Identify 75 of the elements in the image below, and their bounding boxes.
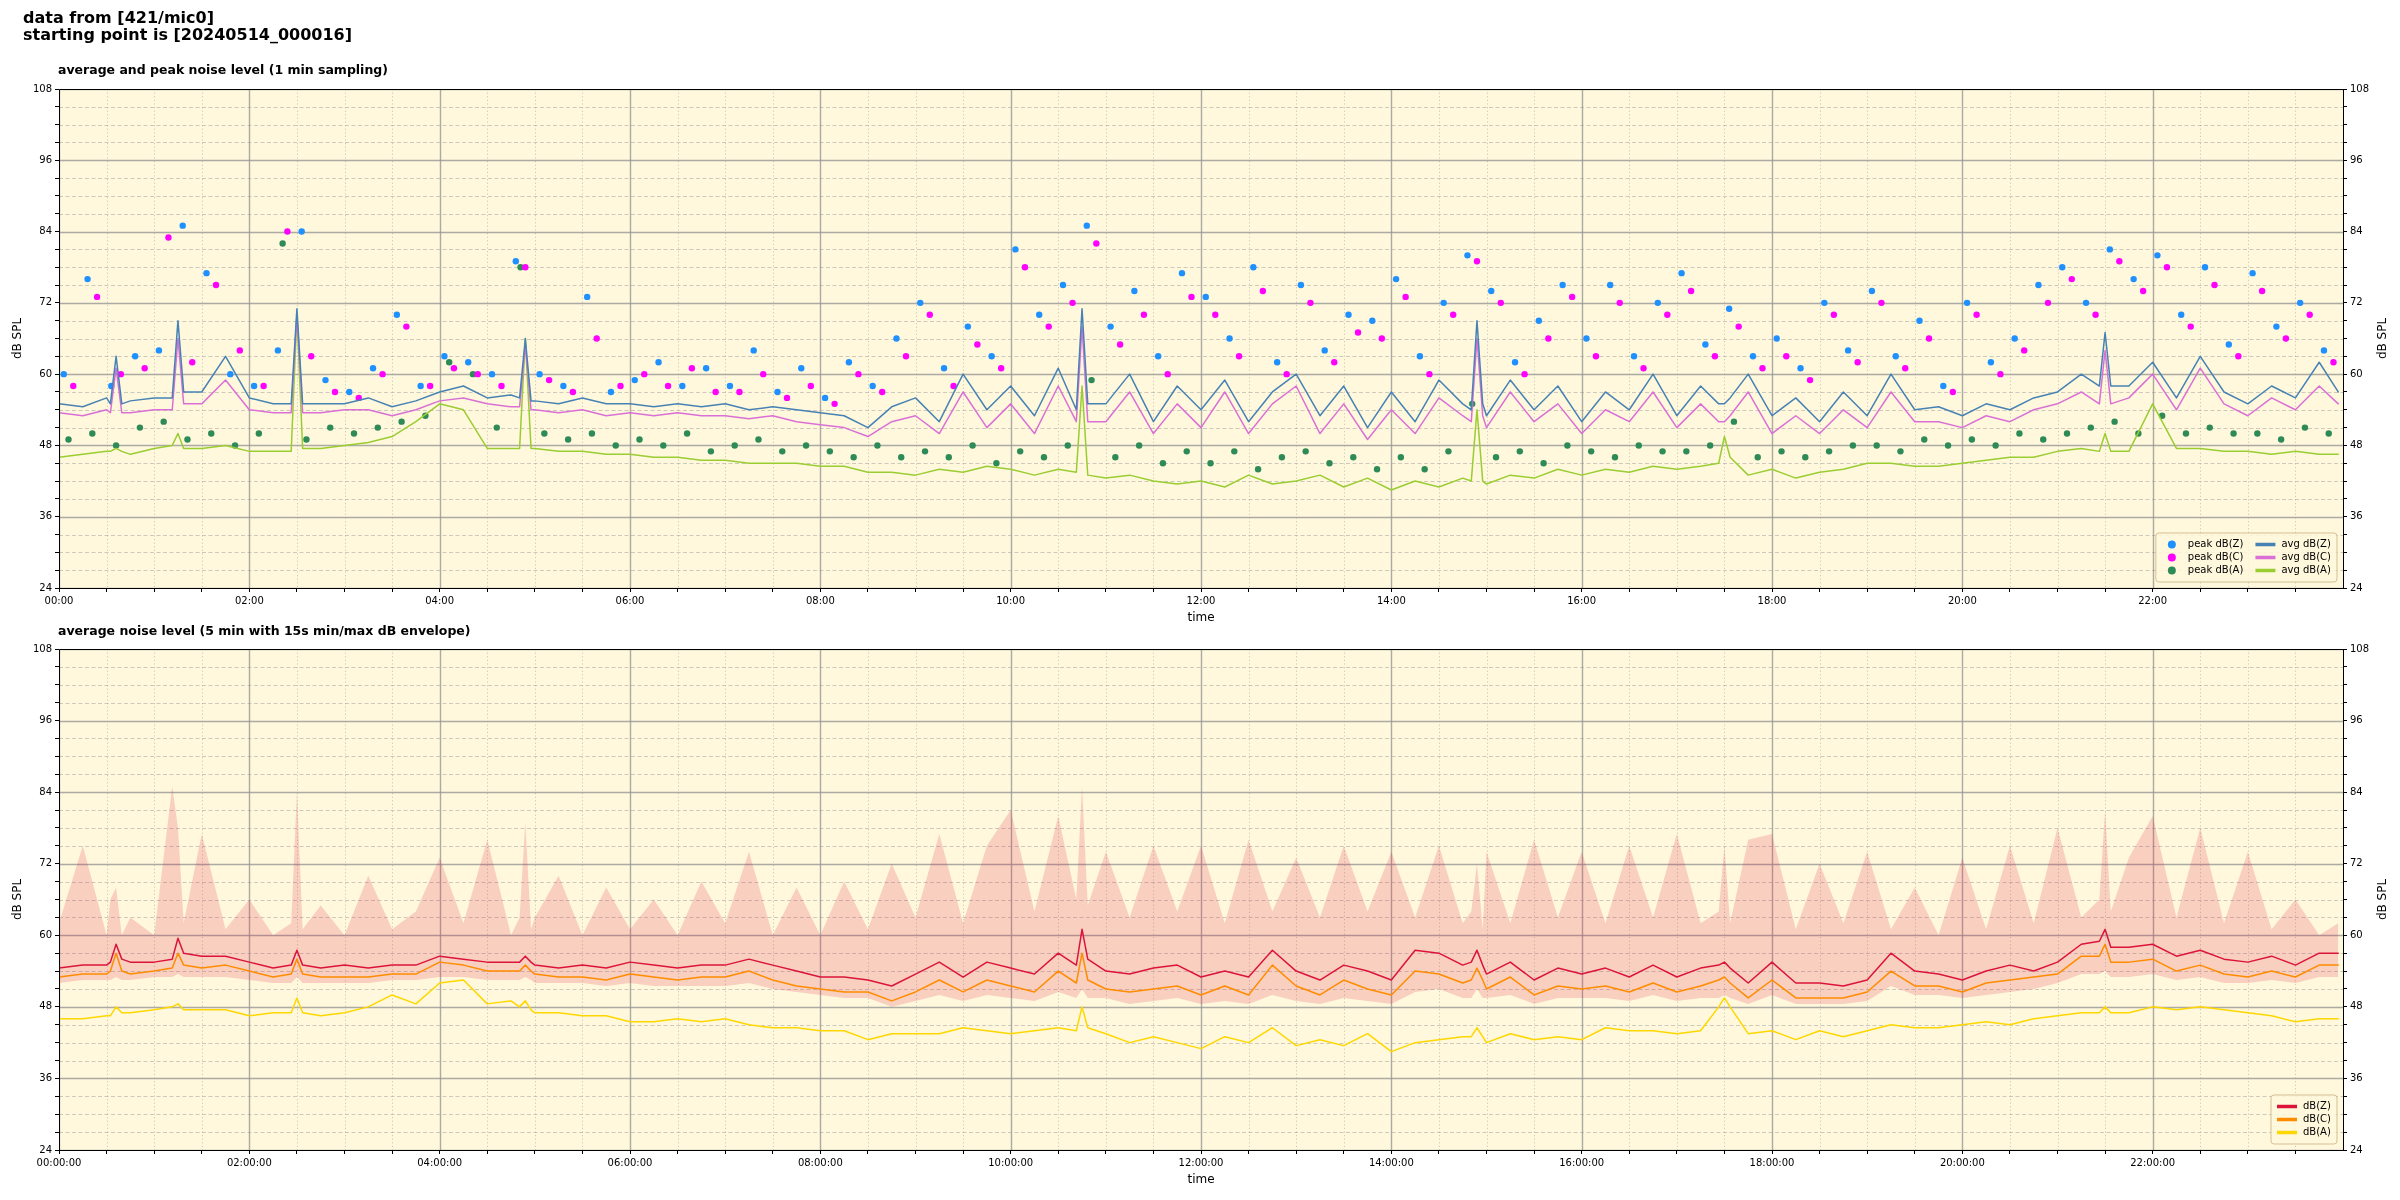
x-tick-label: 12:00 bbox=[1186, 594, 1216, 606]
y-tick-label: 96 bbox=[39, 153, 52, 165]
y2-tick-label: 60 bbox=[2350, 928, 2363, 940]
x-tick-label: 20:00 bbox=[1947, 594, 1977, 606]
y2-tick-label: 108 bbox=[2350, 642, 2370, 654]
text: starting point is [20240514_000016] bbox=[23, 25, 353, 44]
x-tick-label: 10:00:00 bbox=[988, 1156, 1034, 1168]
y-tick-label: 72 bbox=[39, 857, 52, 869]
y-tick-label: 108 bbox=[32, 82, 52, 94]
y2-tick-label: 24 bbox=[2350, 1143, 2363, 1155]
x-tick-label: 14:00 bbox=[1376, 594, 1406, 606]
x-tick-label: 16:00 bbox=[1567, 594, 1597, 606]
y-axis-title: dB SPL bbox=[10, 317, 25, 360]
y-tick-label: 96 bbox=[39, 714, 52, 726]
x-tick-label: 10:00 bbox=[996, 594, 1026, 606]
text: data from [421/mic0] bbox=[23, 8, 215, 27]
x-tick-label: 22:00:00 bbox=[2130, 1156, 2176, 1168]
legend-label: peak dB(A) bbox=[2187, 564, 2244, 576]
x-tick-label: 14:00:00 bbox=[1368, 1156, 1414, 1168]
x-axis-title: time bbox=[1187, 1172, 1215, 1187]
x-tick-label: 02:00:00 bbox=[226, 1156, 272, 1168]
legend-label: dB(C) bbox=[2303, 1113, 2332, 1125]
x-tick-label: 18:00 bbox=[1757, 594, 1787, 606]
y2-tick-label: 72 bbox=[2350, 857, 2363, 869]
y2-tick-label: 36 bbox=[2350, 1072, 2363, 1084]
y2-tick-label: 36 bbox=[2350, 510, 2363, 522]
legend-label: dB(A) bbox=[2303, 1126, 2331, 1138]
y-tick-label: 60 bbox=[39, 367, 52, 379]
y-tick-label: 108 bbox=[32, 642, 52, 654]
chart-title: average and peak noise level (1 min sampling) bbox=[58, 62, 388, 77]
x-tick-label: 18:00:00 bbox=[1749, 1156, 1795, 1168]
y2-tick-label: 24 bbox=[2350, 581, 2363, 593]
x-tick-label: 22:00 bbox=[2138, 594, 2168, 606]
x-tick-label: 12:00:00 bbox=[1178, 1156, 1224, 1168]
y2-tick-label: 96 bbox=[2350, 714, 2363, 726]
y-tick-label: 48 bbox=[39, 439, 52, 451]
y-tick-label: 24 bbox=[39, 1143, 52, 1155]
y2-tick-label: 108 bbox=[2350, 82, 2370, 94]
legend-label: peak dB(Z) bbox=[2187, 538, 2244, 550]
y2-tick-label: 96 bbox=[2350, 153, 2363, 165]
legend-label: avg dB(A) bbox=[2281, 564, 2331, 576]
y2-tick-label: 84 bbox=[2350, 225, 2363, 237]
y-tick-label: 72 bbox=[39, 296, 52, 308]
x-tick-label: 20:00:00 bbox=[1939, 1156, 1985, 1168]
legend-label: peak dB(C) bbox=[2187, 551, 2244, 563]
y2-tick-label: 84 bbox=[2350, 785, 2363, 797]
x-tick-label: 08:00 bbox=[805, 594, 835, 606]
x-tick-label: 00:00 bbox=[44, 594, 74, 606]
y2-tick-label: 60 bbox=[2350, 367, 2363, 379]
y2-tick-label: 48 bbox=[2350, 1000, 2363, 1012]
y2-tick-label: 48 bbox=[2350, 439, 2363, 451]
x-tick-label: 06:00 bbox=[615, 594, 645, 606]
y-tick-label: 84 bbox=[39, 225, 52, 237]
x-tick-label: 04:00:00 bbox=[417, 1156, 463, 1168]
legend-label: avg dB(Z) bbox=[2281, 538, 2331, 550]
x-tick-label: 16:00:00 bbox=[1559, 1156, 1605, 1168]
y-tick-label: 36 bbox=[39, 1072, 52, 1084]
legend-label: avg dB(C) bbox=[2281, 551, 2332, 563]
y-tick-label: 84 bbox=[39, 785, 52, 797]
y-tick-label: 36 bbox=[39, 510, 52, 522]
y-tick-label: 48 bbox=[39, 1000, 52, 1012]
x-tick-label: 04:00 bbox=[425, 594, 455, 606]
legend-label: dB(Z) bbox=[2303, 1100, 2331, 1112]
y2-axis-title: dB SPL bbox=[2375, 317, 2390, 360]
y2-tick-label: 72 bbox=[2350, 296, 2363, 308]
y-tick-label: 60 bbox=[39, 928, 52, 940]
x-tick-label: 02:00 bbox=[234, 594, 264, 606]
x-tick-label: 08:00:00 bbox=[797, 1156, 843, 1168]
x-tick-label: 06:00:00 bbox=[607, 1156, 653, 1168]
x-tick-label: 00:00:00 bbox=[36, 1156, 82, 1168]
y-axis-title: dB SPL bbox=[10, 878, 25, 921]
x-axis-title: time bbox=[1187, 610, 1215, 625]
chart-title: average noise level (5 min with 15s min/max dB envelope) bbox=[58, 623, 471, 638]
y2-axis-title: dB SPL bbox=[2375, 878, 2390, 921]
y-tick-label: 24 bbox=[39, 581, 52, 593]
